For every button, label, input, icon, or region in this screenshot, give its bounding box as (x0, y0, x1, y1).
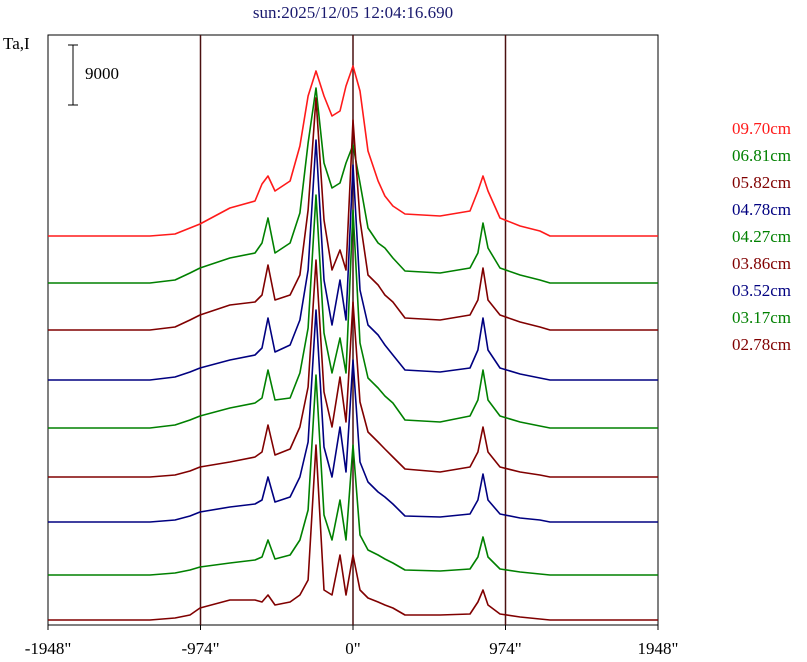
legend-label: 03.17cm (732, 308, 791, 327)
x-tick-label: -974" (181, 639, 219, 658)
legend-label: 05.82cm (732, 173, 791, 192)
legend-label: 02.78cm (732, 335, 791, 354)
legend-label: 03.86cm (732, 254, 791, 273)
x-tick-label: -1948" (25, 639, 72, 658)
chart-title: sun:2025/12/05 12:04:16.690 (253, 3, 453, 22)
series-line (48, 97, 658, 331)
series-line (48, 374, 658, 576)
series-line (48, 139, 658, 381)
x-tick-label: 0" (345, 639, 360, 658)
legend-label: 09.70cm (732, 119, 791, 138)
series-line (48, 194, 658, 429)
series-line (48, 65, 658, 237)
series-line (48, 444, 658, 621)
legend-label: 04.27cm (732, 227, 791, 246)
scale-bar-label: 9000 (85, 64, 119, 83)
series-line (48, 87, 658, 284)
legend-label: 04.78cm (732, 200, 791, 219)
x-tick-label: 1948" (638, 639, 679, 658)
y-axis-label: Ta,I (3, 34, 30, 53)
legend-label: 06.81cm (732, 146, 791, 165)
series-line (48, 259, 658, 478)
x-tick-label: 974" (489, 639, 521, 658)
legend-label: 03.52cm (732, 281, 791, 300)
series-line (48, 309, 658, 523)
